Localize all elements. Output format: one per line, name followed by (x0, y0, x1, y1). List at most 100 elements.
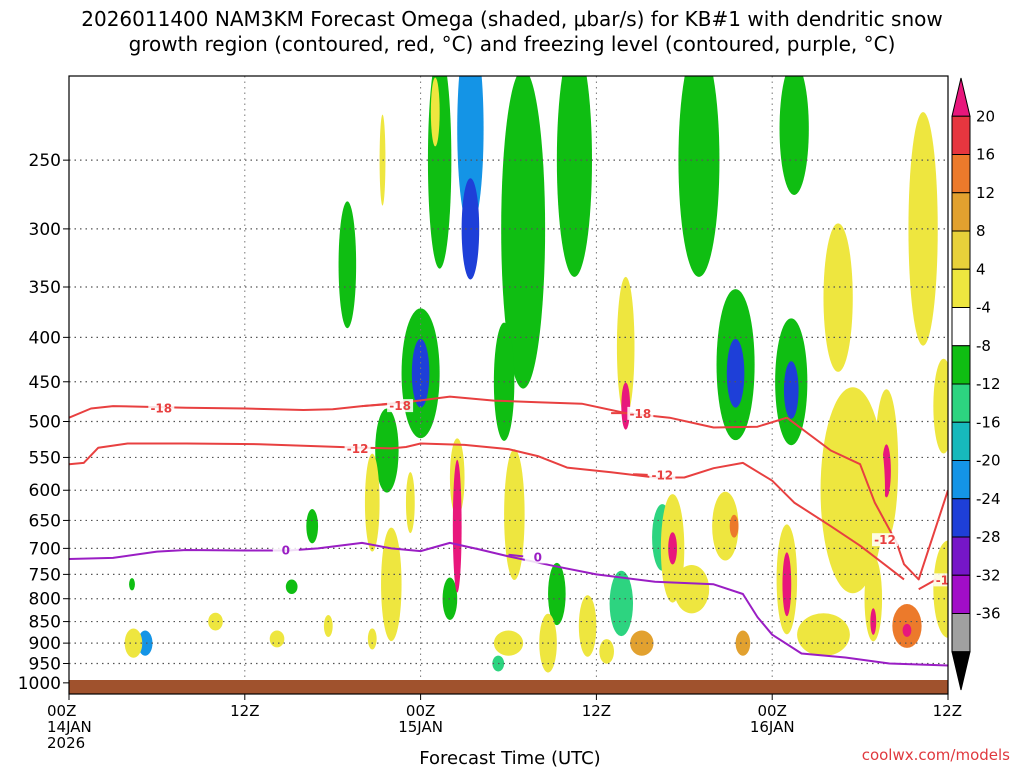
colorbar-label-12: -32 (976, 566, 1001, 584)
colorbar-label-0: 20 (976, 107, 995, 125)
omega-cell-12 (726, 338, 745, 408)
omega-cell-55 (367, 628, 377, 650)
omega-cell-14 (783, 361, 799, 419)
omega-cell-4 (556, 76, 592, 277)
chart-title-line-1: 2026011400 NAM3KM Forecast Omega (shaded… (81, 7, 942, 31)
contour-label-bg-6 (933, 573, 948, 587)
contour-label-bg-8 (524, 550, 551, 564)
x-tick-label-4-1: 16JAN (750, 718, 795, 736)
colorbar-arrow-bottom (951, 651, 971, 691)
y-tick-label-700: 700 (29, 539, 61, 559)
contour-label-bg-0 (148, 401, 175, 415)
omega-cell-40 (902, 623, 912, 637)
contour-label-bg-3 (344, 442, 371, 456)
colorbar-swatch-7 (951, 345, 971, 385)
contour-label-bg-1 (387, 399, 414, 413)
colorbar-swatch-3 (951, 192, 971, 232)
y-tick-label-400: 400 (29, 328, 61, 348)
x-tick-label-0-2: 2026 (47, 734, 85, 752)
y-axis: 2503003504004505005506006507007508008509… (18, 151, 69, 694)
omega-cell-54 (323, 615, 333, 637)
omega-cell-59 (674, 564, 710, 614)
omega-cell-46 (381, 527, 402, 642)
contour-label-2: -18 (630, 407, 652, 421)
y-tick-label-450: 450 (29, 373, 61, 393)
y-tick-label-900: 900 (29, 634, 61, 654)
omega-cell-32 (729, 514, 739, 538)
colorbar-swatch-8 (951, 383, 971, 423)
colorbar-arrow-top (951, 77, 971, 117)
y-tick-label-850: 850 (29, 613, 61, 633)
contour-label-bg-4 (872, 533, 899, 547)
colorbar-label-11: -28 (976, 528, 1001, 546)
omega-cell-44 (933, 358, 948, 454)
omega-cell-6 (779, 76, 809, 195)
y-tick-label-500: 500 (29, 412, 61, 432)
colorbar-swatch-1 (951, 115, 971, 155)
x-tick-label-3-0: 12Z (582, 702, 611, 720)
omega-cell-17 (548, 562, 566, 626)
contour-label-bg-2 (627, 406, 654, 420)
colorbar-label-1: 16 (976, 146, 995, 164)
omega-cell-31 (712, 491, 739, 561)
contour-label-5: -12 (651, 469, 673, 483)
y-tick-label-350: 350 (29, 278, 61, 298)
contour-label-7: 0 (282, 544, 290, 558)
y-tick-label-650: 650 (29, 511, 61, 531)
colorbar-label-13: -36 (976, 605, 1001, 623)
omega-cell-1 (457, 76, 484, 230)
omega-cell-51 (124, 628, 143, 658)
terrain-surface (69, 680, 948, 694)
credit-text: coolwx.com/models (862, 746, 1010, 764)
colorbar: 20 16 12 8 4 -4 -8 -12 -16 -20 -24 -28 -32 -36 (951, 77, 1001, 691)
omega-cell-50 (578, 595, 597, 657)
contour-label-1: -18 (389, 399, 411, 413)
omega-cell-24 (609, 570, 634, 637)
contour-label-8: 0 (534, 550, 542, 564)
colorbar-swatch-13 (951, 574, 971, 614)
colorbar-swatch-5 (951, 268, 971, 308)
contour-label-3: -12 (347, 442, 369, 456)
contour-0 (69, 541, 948, 667)
colorbar-label-9: -20 (976, 452, 1001, 470)
contour--12d (918, 578, 937, 591)
y-tick-label-750: 750 (29, 565, 61, 585)
y-tick-label-800: 800 (29, 590, 61, 610)
omega-cell-5 (678, 76, 720, 277)
x-tick-label-5-0: 12Z (933, 702, 962, 720)
x-tick-label-0-0: 00Z (47, 702, 76, 720)
omega-cell-61 (797, 613, 850, 657)
colorbar-swatch-6 (951, 307, 971, 347)
omega-cell-48 (504, 449, 525, 581)
omega-cell-47 (405, 472, 415, 534)
omega-cell-20 (137, 630, 153, 656)
omega-cell-63 (430, 77, 440, 147)
omega-shading (124, 76, 948, 673)
omega-cell-2 (461, 178, 480, 280)
contour-label-0: -18 (150, 401, 172, 415)
omega-cell-22 (285, 579, 298, 595)
colorbar-swatch-14 (951, 613, 971, 653)
y-tick-label-250: 250 (29, 151, 61, 171)
colorbar-label-7: -12 (976, 375, 1001, 393)
omega-cell-26 (452, 459, 462, 593)
omega-cell-10 (375, 408, 399, 493)
omega-cell-0 (427, 76, 452, 269)
omega-cell-52 (208, 612, 223, 631)
omega-cell-34 (782, 552, 792, 617)
omega-cell-7 (338, 201, 357, 329)
contour-label-4: -12 (874, 533, 896, 547)
contour--12c (632, 473, 648, 476)
omega-cell-30 (668, 532, 677, 565)
colorbar-swatch-9 (951, 421, 971, 461)
colorbar-swatch-4 (951, 230, 971, 270)
omega-cell-21 (129, 578, 135, 591)
contour-label-6: -12 (936, 573, 958, 587)
colorbar-label-8: -16 (976, 413, 1001, 431)
omega-cell-3 (501, 76, 546, 389)
omega-cell-45 (364, 453, 380, 552)
x-tick-label-0-1: 14JAN (47, 718, 92, 736)
colorbar-label-2: 12 (976, 184, 995, 202)
contour-label-bg-7 (272, 543, 299, 557)
